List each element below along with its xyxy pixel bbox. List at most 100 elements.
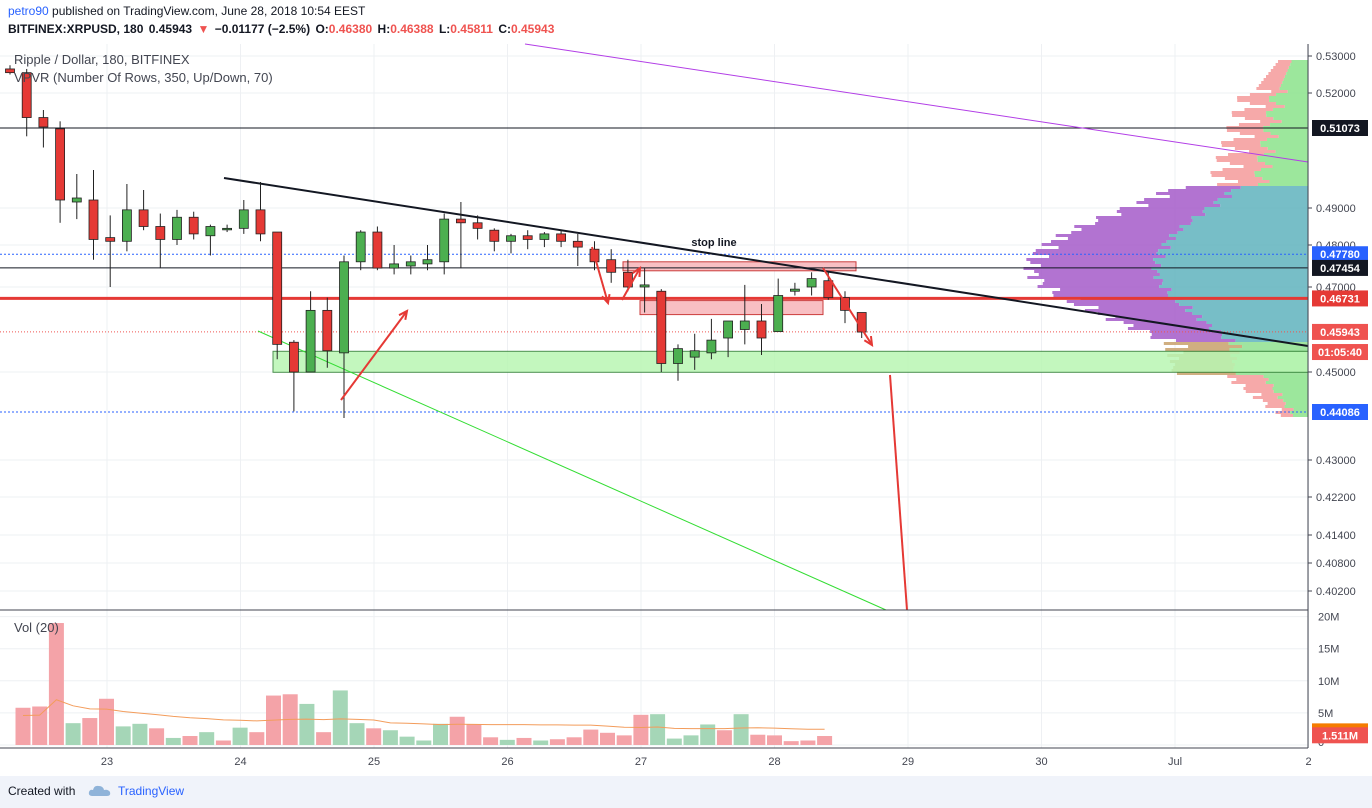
candle-body — [155, 226, 166, 240]
profile-bar-down — [1252, 396, 1278, 399]
stop-line-label: stop line — [691, 237, 736, 249]
candle-body — [38, 117, 49, 128]
profile-bar-down — [1273, 66, 1289, 69]
volume-bar — [449, 716, 465, 745]
x-tick-label: 30 — [1035, 756, 1047, 768]
profile-bar-up — [1177, 231, 1308, 234]
author-link[interactable]: petro90 — [8, 4, 49, 18]
candle-body — [739, 320, 750, 330]
profile-bar-down — [1249, 150, 1276, 153]
profile-bar-up — [1290, 411, 1308, 414]
profile-bar-up — [1276, 93, 1308, 96]
profile-bar-up — [1270, 132, 1308, 135]
profile-bar-down — [1243, 165, 1273, 168]
volume-bar — [733, 714, 749, 745]
profile-bar-down — [1023, 267, 1152, 270]
volume-legend[interactable]: Vol (20) — [14, 620, 59, 635]
candle-body — [339, 261, 349, 354]
profile-bar-down — [1236, 378, 1269, 381]
profile-bar-up — [1242, 345, 1308, 348]
y-tick-label: 0.53000 — [1316, 51, 1356, 63]
profile-bar-down — [1115, 315, 1203, 318]
candle-body — [656, 290, 667, 364]
profile-bar-down — [1049, 255, 1166, 258]
profile-bar-down — [1258, 84, 1281, 87]
candle-body — [773, 295, 784, 333]
vol-tick-label: 20M — [1318, 612, 1339, 624]
candle-body — [389, 263, 400, 269]
profile-bar-up — [1240, 186, 1308, 189]
profile-bar-up — [1272, 165, 1308, 168]
profile-bar-up — [1222, 333, 1308, 336]
profile-bar-up — [1170, 246, 1308, 249]
footer-bar: Created with TradingView — [0, 776, 1372, 808]
volume-bar — [149, 728, 165, 745]
candle-body — [255, 209, 266, 235]
profile-bar-up — [1287, 69, 1308, 72]
candle-body — [355, 231, 366, 263]
profile-bar-down — [1262, 399, 1284, 402]
profile-bar-down — [1210, 171, 1255, 174]
up-arrow-head — [398, 309, 409, 321]
profile-bar-up — [1266, 111, 1308, 114]
tradingview-link[interactable]: TradingView — [118, 784, 185, 798]
candle-body — [322, 309, 333, 352]
candle-body — [556, 233, 566, 242]
support-zone — [272, 350, 1309, 373]
profile-bar-down — [1081, 228, 1184, 231]
volume-bar — [516, 737, 532, 745]
publish-date: published on TradingView.com, June 28, 2… — [48, 4, 366, 18]
profile-bar-down — [1165, 348, 1230, 351]
ohlc-open: 0.46380 — [328, 22, 373, 36]
profile-bar-down — [1231, 111, 1267, 114]
series-legend[interactable]: Ripple / Dollar, 180, BITFINEX — [14, 52, 190, 67]
volume-ma-line — [22, 699, 825, 730]
profile-bar-up — [1224, 192, 1308, 195]
candle-body — [272, 231, 283, 345]
green-trend-line — [257, 330, 887, 611]
profile-bar-down — [1227, 375, 1264, 378]
profile-bar-up — [1235, 372, 1308, 375]
profile-bar-down — [1148, 204, 1221, 207]
candle-body — [706, 339, 717, 354]
volume-bar — [349, 723, 365, 745]
ohlc-close-label: C: — [498, 22, 511, 36]
profile-bar-up — [1276, 102, 1308, 105]
volume-bar — [433, 723, 448, 745]
x-tick-label: Jul — [1168, 756, 1182, 768]
profile-bar-down — [1188, 345, 1243, 348]
price-tag — [1312, 259, 1368, 276]
profile-bar-down — [1151, 333, 1223, 336]
profile-bar-down — [1211, 174, 1255, 177]
profile-bar-up — [1287, 90, 1308, 93]
vol-tick-label: 15M — [1318, 644, 1339, 656]
price-tag — [1312, 344, 1368, 361]
profile-bar-up — [1161, 264, 1308, 267]
profile-bar-up — [1262, 177, 1308, 180]
profile-bar-up — [1185, 309, 1308, 312]
profile-bar-up — [1156, 252, 1308, 255]
profile-bar-down — [1026, 258, 1154, 261]
price-tag-label: 0.51073 — [1320, 123, 1360, 135]
price-tag — [1312, 323, 1368, 340]
profile-bar-down — [1222, 168, 1262, 171]
vpvr-legend[interactable]: VPVR (Number Of Rows, 350, Up/Down, 70) — [14, 70, 273, 85]
profile-bar-down — [1239, 132, 1271, 135]
price-tag-label: 0.45943 — [1320, 327, 1360, 339]
volume-bar — [165, 737, 181, 745]
profile-bar-down — [1234, 147, 1268, 150]
profile-bar-up — [1285, 402, 1308, 405]
volume-bar — [115, 726, 131, 745]
profile-bar-down — [1169, 195, 1232, 198]
profile-bar-up — [1217, 198, 1308, 201]
profile-bar-up — [1284, 105, 1308, 108]
profile-bar-up — [1205, 213, 1308, 216]
profile-bar-up — [1263, 375, 1308, 378]
price-chart[interactable]: stop line0.530000.520000.490000.480000.4… — [0, 0, 1372, 776]
profile-bar-up — [1283, 78, 1308, 81]
profile-bar-down — [1038, 273, 1160, 276]
profile-bar-up — [1159, 285, 1308, 288]
profile-bar-up — [1179, 303, 1308, 306]
descending-trend-line — [223, 177, 1309, 347]
x-tick-label: 27 — [635, 756, 647, 768]
